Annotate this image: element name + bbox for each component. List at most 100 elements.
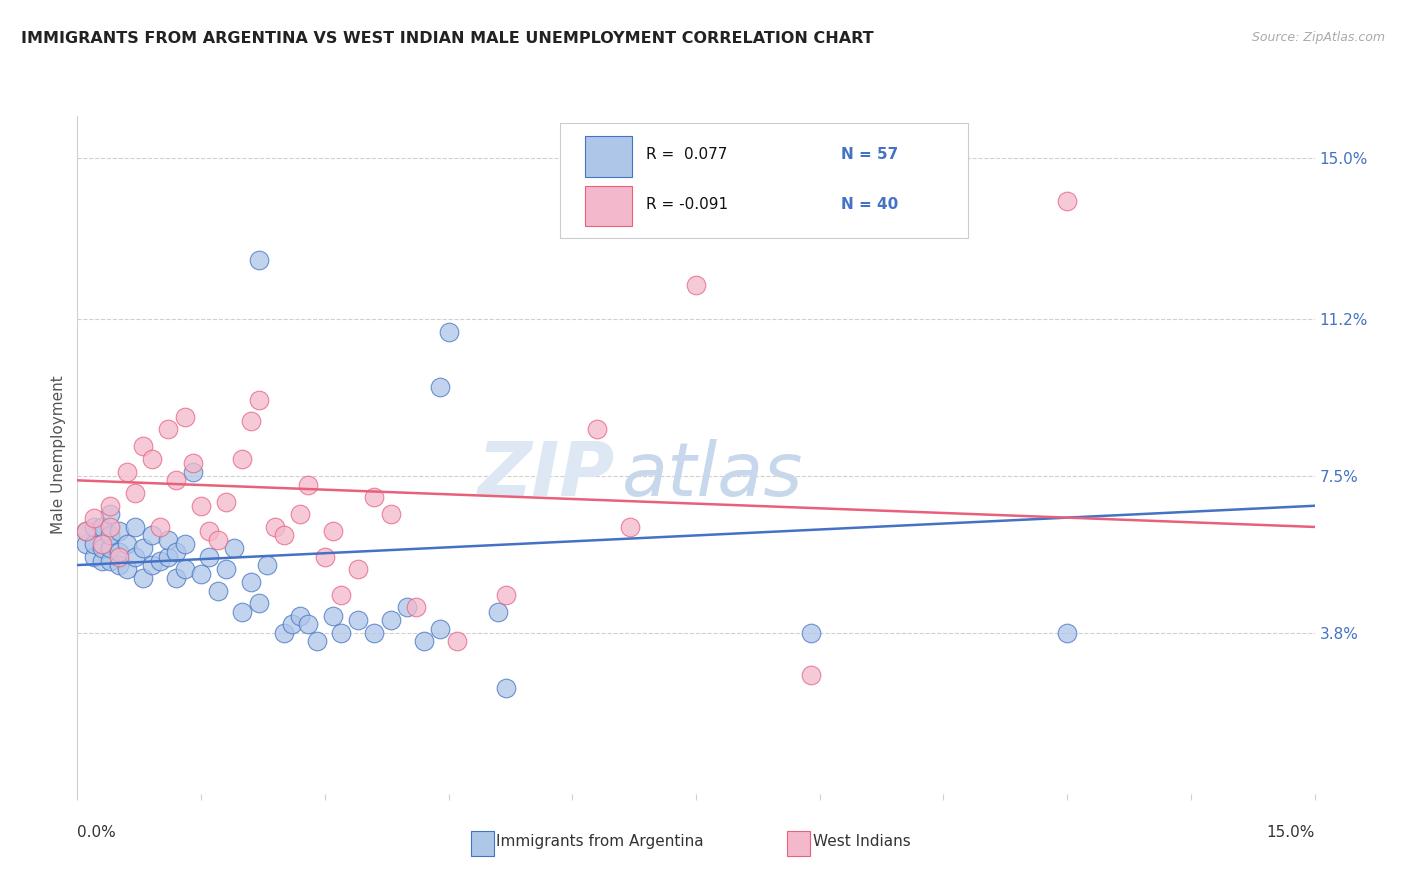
Point [157, 423, 180, 437]
Point [98, 528, 121, 542]
Point [132, 541, 155, 555]
Point [83, 511, 105, 525]
Point [800, 668, 823, 682]
Point [91, 541, 114, 555]
Point [800, 626, 823, 640]
Point [412, 634, 434, 648]
Point [346, 613, 368, 627]
Point [273, 528, 295, 542]
Point [239, 575, 262, 590]
Point [173, 562, 195, 576]
Point [173, 409, 195, 424]
Point [297, 477, 319, 491]
Point [124, 486, 146, 500]
Point [83, 520, 105, 534]
Point [91, 537, 114, 551]
Point [107, 558, 129, 573]
Point [222, 541, 245, 555]
Point [363, 626, 385, 640]
Point [288, 507, 311, 521]
Point [98, 520, 121, 534]
Text: 15.0%: 15.0% [1267, 825, 1315, 840]
Point [91, 520, 114, 534]
Point [446, 634, 468, 648]
Text: atlas: atlas [621, 439, 803, 511]
Point [98, 507, 121, 521]
Point [330, 626, 353, 640]
Point [256, 558, 278, 573]
Point [685, 278, 707, 293]
Point [173, 537, 195, 551]
Point [141, 528, 163, 542]
Point [495, 681, 517, 695]
Point [305, 634, 328, 648]
Point [115, 465, 138, 479]
Point [181, 465, 204, 479]
Point [231, 452, 253, 467]
Y-axis label: Male Unemployment: Male Unemployment [51, 376, 66, 534]
Point [297, 617, 319, 632]
Point [247, 253, 270, 268]
Point [98, 554, 121, 568]
Point [215, 494, 238, 508]
Point [165, 545, 187, 559]
Point [124, 520, 146, 534]
Point [322, 524, 344, 539]
Point [273, 626, 295, 640]
Point [1056, 626, 1078, 640]
Point [495, 588, 517, 602]
Point [165, 474, 187, 488]
Point [486, 605, 509, 619]
Point [75, 537, 97, 551]
Point [437, 325, 460, 339]
Point [405, 600, 427, 615]
Point [149, 554, 172, 568]
Point [247, 596, 270, 610]
Text: IMMIGRANTS FROM ARGENTINA VS WEST INDIAN MALE UNEMPLOYMENT CORRELATION CHART: IMMIGRANTS FROM ARGENTINA VS WEST INDIAN… [21, 31, 873, 46]
Point [247, 392, 270, 407]
Point [190, 499, 212, 513]
Text: 0.0%: 0.0% [77, 825, 117, 840]
Point [207, 583, 229, 598]
Point [157, 533, 180, 547]
Point [198, 524, 221, 539]
Point [115, 537, 138, 551]
Point [281, 617, 304, 632]
Point [83, 537, 105, 551]
Point [141, 558, 163, 573]
Point [75, 524, 97, 539]
Point [322, 609, 344, 624]
Point [98, 499, 121, 513]
Point [207, 533, 229, 547]
Point [107, 524, 129, 539]
Point [330, 588, 353, 602]
Point [314, 549, 336, 564]
Point [132, 571, 155, 585]
Point [107, 545, 129, 559]
Point [380, 507, 402, 521]
Text: N = 57: N = 57 [841, 147, 898, 162]
Point [586, 423, 609, 437]
Text: West Indians: West Indians [813, 834, 911, 848]
Point [239, 414, 262, 428]
Point [91, 554, 114, 568]
FancyBboxPatch shape [560, 123, 969, 238]
Point [619, 520, 641, 534]
Point [1056, 194, 1078, 208]
Point [215, 562, 238, 576]
Point [141, 452, 163, 467]
Text: R = -0.091: R = -0.091 [647, 196, 728, 211]
Point [75, 524, 97, 539]
Point [363, 491, 385, 505]
Point [198, 549, 221, 564]
Point [132, 440, 155, 454]
Point [396, 600, 419, 615]
Point [107, 549, 129, 564]
Point [157, 549, 180, 564]
Point [165, 571, 187, 585]
Point [98, 541, 121, 555]
Text: N = 40: N = 40 [841, 196, 898, 211]
Point [190, 566, 212, 581]
Point [380, 613, 402, 627]
Point [181, 457, 204, 471]
